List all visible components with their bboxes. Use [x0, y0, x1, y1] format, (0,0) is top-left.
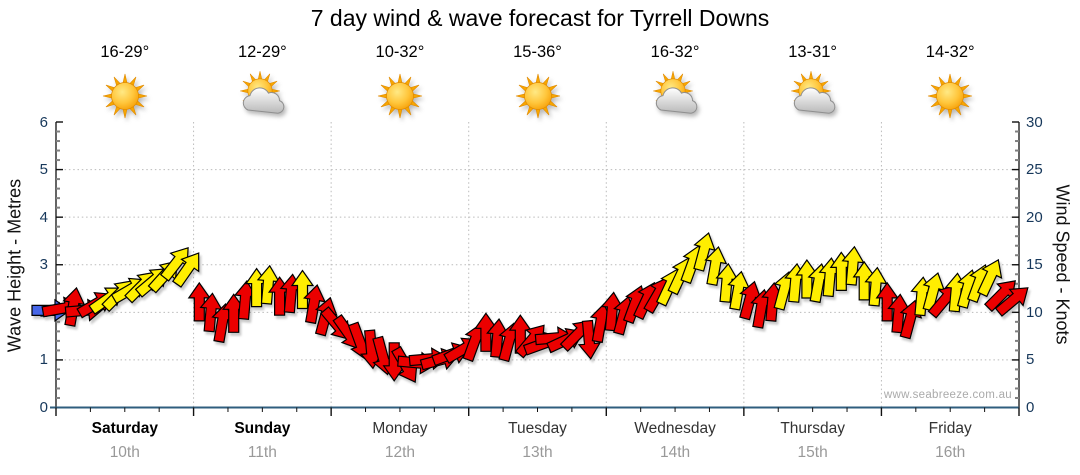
wind-arrow	[171, 252, 200, 288]
day-date-label: 10th	[109, 444, 140, 461]
sun-cloud-icon	[783, 66, 843, 126]
day-temp-label: 14-32°	[925, 43, 975, 61]
right-axis-tick-label: 5	[1026, 351, 1035, 369]
wind-arrow	[976, 258, 1003, 298]
gridlines	[56, 122, 1019, 408]
sun-icon	[920, 66, 980, 126]
wind-arrow	[290, 269, 315, 310]
day-name-label: Friday	[928, 420, 972, 437]
left-axis-tick-label: 5	[39, 161, 48, 179]
wind-arrow	[994, 287, 1029, 317]
left-axis-tick-label: 0	[39, 399, 48, 416]
day-date-label: 12th	[384, 444, 415, 461]
right-axis-tick-label: 15	[1026, 256, 1043, 274]
day-name-label: Saturday	[91, 420, 158, 437]
wind-arrow	[864, 266, 888, 307]
day-temp-label: 10-32°	[375, 43, 425, 61]
wind-arrow	[704, 245, 728, 286]
day-date-label: 15th	[797, 444, 828, 461]
day-temp-label: 16-32°	[650, 43, 700, 61]
right-axis-tick-label: 25	[1026, 161, 1043, 179]
day-name-label: Monday	[372, 420, 428, 437]
sun-icon	[508, 66, 568, 126]
day-name-label: Thursday	[780, 420, 845, 437]
wind-arrows	[31, 232, 1029, 383]
day-date-label: 16th	[935, 444, 966, 461]
sun-icon	[95, 66, 155, 126]
wind-arrow	[693, 232, 716, 272]
left-axis-tick-label: 6	[39, 113, 48, 131]
axes	[50, 121, 1020, 416]
sun-cloud-icon	[645, 66, 705, 126]
watermark: www.seabreeze.com.au	[883, 389, 1012, 401]
right-axis-tick-label: 0	[1026, 399, 1035, 416]
wind-arrow	[303, 284, 326, 325]
day-temp-label: 13-31°	[788, 43, 838, 61]
left-axis-tick-label: 3	[39, 256, 48, 274]
day-name-label: Tuesday	[508, 420, 567, 437]
right-axis-tick-label: 30	[1026, 113, 1043, 131]
day-name-label: Wednesday	[634, 420, 716, 437]
day-temp-label: 16-29°	[100, 43, 150, 61]
right-axis-tick-label: 20	[1026, 208, 1043, 226]
day-date-label: 14th	[659, 444, 691, 461]
day-date-label: 13th	[522, 444, 553, 461]
day-temp-label: 15-36°	[513, 43, 562, 61]
day-name-label: Sunday	[234, 420, 291, 437]
day-temp-label: 12-29°	[237, 43, 287, 61]
day-date-label: 11th	[247, 444, 277, 461]
wind-arrow	[841, 245, 865, 286]
page-title: 7 day wind & wave forecast for Tyrrell D…	[310, 5, 770, 31]
right-axis-tick-label: 10	[1026, 303, 1043, 321]
sun-cloud-icon	[232, 66, 292, 126]
left-axis-tick-label: 4	[39, 208, 48, 226]
left-axis-tick-label: 1	[39, 351, 48, 369]
wind-arrow	[577, 319, 602, 360]
sun-icon	[370, 66, 430, 126]
